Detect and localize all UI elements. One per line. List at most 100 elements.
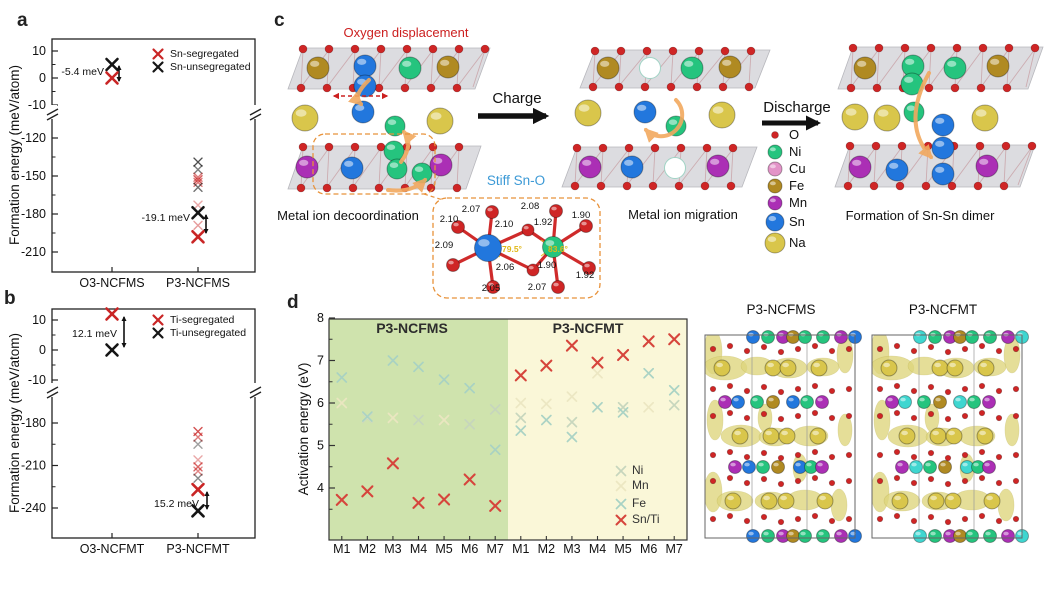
data-point-Sn/Ti bbox=[412, 496, 425, 509]
y-tick-label: 0 bbox=[39, 71, 46, 85]
oxygen-atom bbox=[760, 383, 768, 391]
region-title-p3-ncfmt: P3-NCFMT bbox=[552, 320, 624, 336]
data-point-Fe bbox=[387, 355, 399, 366]
oxygen-atom bbox=[640, 82, 650, 92]
legend-Na-dot bbox=[764, 232, 786, 254]
y-tick-label: -10 bbox=[28, 98, 46, 112]
oxygen-atom bbox=[961, 412, 969, 420]
oxygen-atom bbox=[348, 183, 358, 193]
data-point-x bbox=[193, 175, 203, 185]
oxygen-atom bbox=[978, 382, 986, 390]
oxygen-atom bbox=[961, 385, 969, 393]
structure-box-p3-ncfms bbox=[704, 330, 862, 543]
oxygen-atom bbox=[828, 479, 836, 487]
data-point-Fe bbox=[643, 367, 654, 379]
data-point-Ni bbox=[566, 416, 578, 428]
legend-mark bbox=[152, 314, 164, 326]
bond-angle-label: 79.5° bbox=[502, 244, 523, 254]
oxygen-atom bbox=[718, 82, 728, 92]
oxygen-atom bbox=[709, 345, 717, 353]
atom-legend-label-o: O bbox=[789, 127, 800, 142]
oxygen-atom bbox=[426, 83, 436, 93]
vacancy-site bbox=[664, 157, 686, 179]
legend-Ni-dot bbox=[767, 144, 783, 160]
oxygen-atom bbox=[952, 43, 962, 53]
oxygen-atom bbox=[910, 453, 918, 461]
oxygen-atom bbox=[845, 451, 853, 459]
oxygen-atom bbox=[978, 342, 986, 350]
bridging-oxygen-atom bbox=[526, 263, 540, 277]
label-metal-ion-decoordination: Metal ion decoordination bbox=[277, 208, 419, 223]
y-tick-label: -210 bbox=[21, 459, 46, 473]
oxygen-atom bbox=[694, 46, 704, 56]
label-discharge: Discharge bbox=[763, 99, 831, 116]
d-legend-mark bbox=[615, 498, 627, 510]
data-point-Sn/Ti bbox=[335, 493, 348, 506]
oxygen-atom bbox=[999, 181, 1009, 191]
oxygen-atom bbox=[743, 453, 751, 461]
oxygen-atom bbox=[811, 512, 819, 520]
oxygen-atom bbox=[446, 258, 460, 272]
Fe-atom bbox=[436, 55, 460, 79]
oxygen-atom bbox=[350, 44, 360, 54]
x-tick-label: M6 bbox=[640, 542, 657, 556]
Ni-atom bbox=[750, 395, 764, 409]
Ni-atom bbox=[965, 529, 979, 543]
metal-oxide-slab bbox=[561, 143, 758, 191]
oxygen-atom bbox=[828, 453, 836, 461]
oxygen-atom bbox=[400, 83, 410, 93]
Ni-atom bbox=[816, 529, 830, 543]
Sn-atom-dimer bbox=[931, 113, 955, 137]
Ni-atom bbox=[943, 56, 967, 80]
oxygen-atom bbox=[944, 454, 952, 462]
oxygen-atom bbox=[616, 46, 626, 56]
bond-length-label: 2.05 bbox=[482, 283, 501, 294]
Ni-atom bbox=[680, 56, 704, 80]
Sn-atom bbox=[746, 330, 760, 344]
Fe-atom bbox=[933, 395, 947, 409]
oxygen-atom bbox=[486, 280, 500, 294]
oxygen-atom bbox=[582, 261, 596, 275]
Na-atom bbox=[880, 359, 898, 377]
data-point-Mn bbox=[515, 397, 527, 409]
oxygen-atom bbox=[995, 479, 1003, 487]
chart-b: 10 0 -10 -180 -210 -240 bbox=[21, 307, 262, 539]
y-tick-label: 4 bbox=[317, 481, 324, 495]
data-point-x bbox=[105, 343, 119, 357]
oxygen-atom bbox=[777, 480, 785, 488]
panel-letter-b: b bbox=[4, 288, 16, 309]
Na-atom bbox=[841, 103, 869, 131]
oxygen-atom bbox=[622, 181, 632, 191]
oxygen-atom bbox=[845, 412, 853, 420]
legend-Mn-dot bbox=[767, 195, 783, 211]
oxygen-atom bbox=[811, 409, 819, 417]
atom-legend-label-na: Na bbox=[789, 235, 806, 250]
Ni-atom bbox=[761, 529, 775, 543]
oxygen-atom bbox=[876, 412, 884, 420]
data-point-Fe bbox=[592, 401, 603, 413]
Ni-atom bbox=[798, 330, 812, 344]
data-point-Fe bbox=[464, 382, 475, 394]
bond-length-label: 2.07 bbox=[462, 204, 481, 215]
Na-atom bbox=[731, 427, 749, 445]
oxygen-atom bbox=[811, 448, 819, 456]
chart-d: 4 5 6 7 8 M1 M2 M3 M4 M5 M6 M7 M1 M2 M3 M4 M5 M6 M7 bbox=[317, 311, 688, 556]
data-point-x bbox=[105, 71, 119, 85]
oxygen-atom bbox=[760, 410, 768, 418]
data-point-Sn/Ti bbox=[540, 359, 553, 372]
Sn-atom bbox=[742, 460, 756, 474]
Na-atom bbox=[809, 427, 827, 445]
Ni-atom bbox=[917, 395, 931, 409]
oxygen-atom bbox=[642, 46, 652, 56]
oxygen-atom bbox=[726, 342, 734, 350]
oxygen-atom bbox=[845, 385, 853, 393]
oxygen-atom bbox=[709, 451, 717, 459]
Sn-atom bbox=[620, 155, 644, 179]
oxygen-atom bbox=[978, 448, 986, 456]
oxygen-atom bbox=[893, 382, 901, 390]
oxygen-atom bbox=[978, 474, 986, 482]
oxygen-atom bbox=[921, 181, 931, 191]
Mn-atom bbox=[1001, 529, 1015, 543]
bond-length-label: 2.10 bbox=[440, 214, 459, 225]
x-tick-label: M2 bbox=[538, 542, 555, 556]
